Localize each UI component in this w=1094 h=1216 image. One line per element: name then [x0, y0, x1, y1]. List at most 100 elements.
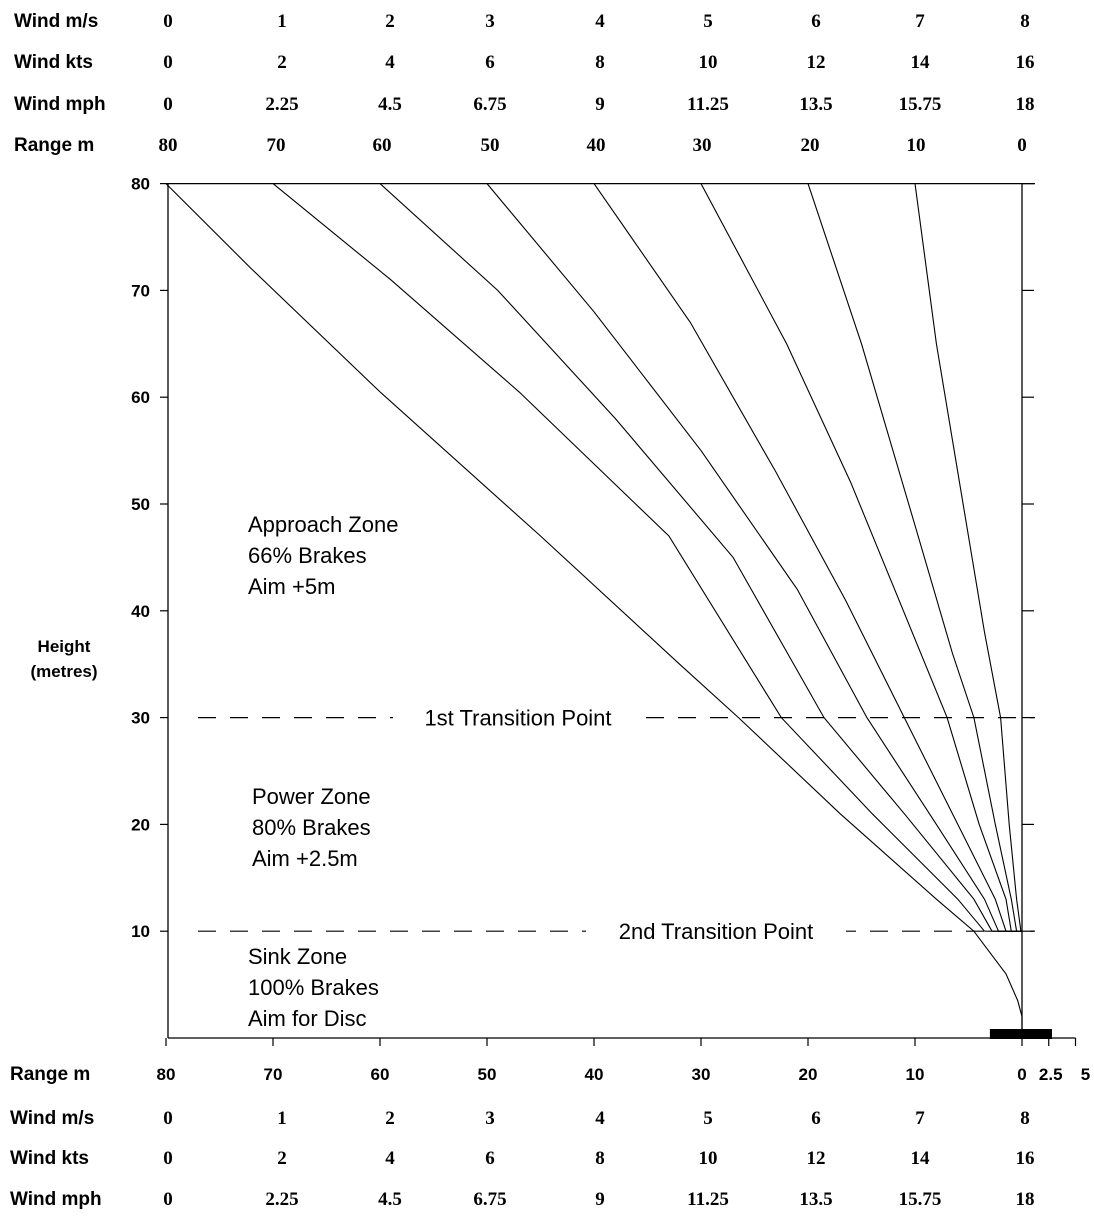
x-tick-label: 60	[371, 1065, 390, 1084]
trajectory-line-5	[593, 183, 1007, 932]
x-tick-label: 20	[799, 1065, 818, 1084]
bottom-wind-kts-label: Wind kts	[10, 1148, 89, 1169]
x-tick-label: 5	[1081, 1065, 1090, 1084]
bottom-wind-mph-value: 18	[1016, 1189, 1035, 1210]
bottom-wind-mph-value: 0	[163, 1189, 173, 1210]
top-range-m-value: 80	[159, 135, 178, 156]
bottom-wind-ms-value: 4	[595, 1108, 605, 1129]
top-range-m-value: 30	[693, 135, 712, 156]
landing-disc	[989, 1029, 1052, 1039]
top-wind-mph-value: 11.25	[687, 94, 729, 115]
top-wind-ms-value: 2	[385, 11, 395, 32]
x-tick-label: 30	[692, 1065, 711, 1084]
sink-zone-line: 100% Brakes	[248, 975, 379, 1000]
trajectory-line-1	[165, 183, 1023, 1038]
sink-zone-line: Aim for Disc	[248, 1006, 367, 1031]
bottom-wind-mph-value: 11.25	[687, 1189, 729, 1210]
top-wind-kts-value: 10	[699, 52, 718, 73]
top-wind-ms-value: 3	[485, 11, 495, 32]
y-tick-label: 70	[131, 281, 150, 300]
bottom-wind-kts-value: 4	[385, 1148, 395, 1169]
bottom-wind-ms-value: 2	[385, 1108, 395, 1129]
bottom-wind-kts-value: 12	[807, 1148, 826, 1169]
top-wind-kts-value: 16	[1016, 52, 1035, 73]
bottom-wind-ms-value: 5	[703, 1108, 713, 1129]
trajectory-line-4	[486, 183, 1000, 932]
y-axis-label-unit: (metres)	[30, 662, 97, 681]
transition-label: 2nd Transition Point	[619, 919, 813, 944]
top-wind-ms-value: 5	[703, 11, 713, 32]
top-wind-kts-value: 0	[163, 52, 173, 73]
bottom-wind-kts-value: 8	[595, 1148, 605, 1169]
bottom-wind-ms-value: 7	[915, 1108, 925, 1129]
top-wind-mph-value: 15.75	[899, 94, 942, 115]
top-range-m-value: 20	[801, 135, 820, 156]
bottom-wind-kts-value: 6	[485, 1148, 495, 1169]
approach-zone-line: Approach Zone	[248, 512, 398, 537]
trajectory-line-7	[807, 183, 1018, 932]
top-wind-mph-value: 0	[163, 94, 173, 115]
top-range-m-label: Range m	[14, 135, 94, 156]
top-range-m-value: 0	[1017, 135, 1027, 156]
top-wind-ms-label: Wind m/s	[14, 11, 98, 32]
x-tick-label: 10	[906, 1065, 925, 1084]
power-zone-line: Power Zone	[252, 784, 371, 809]
top-range-m-value: 60	[373, 135, 392, 156]
x-tick-label: 70	[264, 1065, 283, 1084]
top-wind-kts-value: 6	[485, 52, 495, 73]
top-wind-ms-value: 7	[915, 11, 925, 32]
power-zone-line: Aim +2.5m	[252, 846, 358, 871]
y-tick-label: 80	[131, 175, 150, 194]
bottom-wind-ms-value: 8	[1020, 1108, 1030, 1129]
top-wind-ms-value: 8	[1020, 11, 1030, 32]
x-tick-label: 0	[1017, 1065, 1026, 1084]
bottom-wind-mph-value: 13.5	[799, 1189, 832, 1210]
bottom-wind-ms-label: Wind m/s	[10, 1108, 94, 1129]
trajectory-line-3	[379, 183, 993, 932]
approach-zone-line: 66% Brakes	[248, 543, 367, 568]
top-range-m-value: 70	[267, 135, 286, 156]
top-wind-mph-value: 13.5	[799, 94, 832, 115]
trajectory-lines	[165, 183, 1052, 1039]
y-tick-label: 50	[131, 495, 150, 514]
transition-label-bg	[393, 701, 643, 734]
top-wind-mph-value: 18	[1016, 94, 1035, 115]
bottom-wind-kts-value: 14	[911, 1148, 931, 1169]
y-tick-label: 10	[131, 922, 150, 941]
transition-label: 1st Transition Point	[424, 706, 611, 731]
x-tick-label: 80	[157, 1065, 176, 1084]
top-range-m-value: 40	[587, 135, 606, 156]
bottom-wind-mph-value: 9	[595, 1189, 605, 1210]
bottom-wind-kts-value: 16	[1016, 1148, 1035, 1169]
top-wind-ms-value: 0	[163, 11, 173, 32]
y-axis-label: Height	[38, 637, 91, 656]
y-tick-label: 20	[131, 815, 150, 834]
y-tick-label: 40	[131, 602, 150, 621]
top-wind-mph-value: 9	[595, 94, 605, 115]
top-wind-kts-value: 8	[595, 52, 605, 73]
top-wind-kts-label: Wind kts	[14, 52, 93, 73]
top-wind-ms-value: 1	[277, 11, 287, 32]
x-tick-label: 50	[478, 1065, 497, 1084]
plot-frame	[160, 182, 1077, 1046]
y-tick-label: 60	[131, 388, 150, 407]
top-range-m-value: 10	[907, 135, 926, 156]
x-tick-label: 2.5	[1039, 1065, 1063, 1084]
trajectory-line-8	[914, 183, 1022, 932]
x-tick-label: 40	[585, 1065, 604, 1084]
bottom-wind-kts-value: 2	[277, 1148, 287, 1169]
bottom-wind-mph-value: 15.75	[899, 1189, 942, 1210]
bottom-wind-ms-value: 0	[163, 1108, 173, 1129]
bottom-wind-mph-value: 4.5	[378, 1189, 402, 1210]
top-wind-mph-value: 2.25	[265, 94, 298, 115]
top-wind-mph-value: 4.5	[378, 94, 402, 115]
power-zone-line: 80% Brakes	[252, 815, 371, 840]
top-wind-kts-value: 12	[807, 52, 826, 73]
top-wind-kts-value: 4	[385, 52, 395, 73]
top-wind-ms-value: 6	[811, 11, 821, 32]
bottom-wind-mph-value: 2.25	[265, 1189, 298, 1210]
bottom-wind-mph-label: Wind mph	[10, 1189, 102, 1210]
bottom-wind-ms-value: 6	[811, 1108, 821, 1129]
